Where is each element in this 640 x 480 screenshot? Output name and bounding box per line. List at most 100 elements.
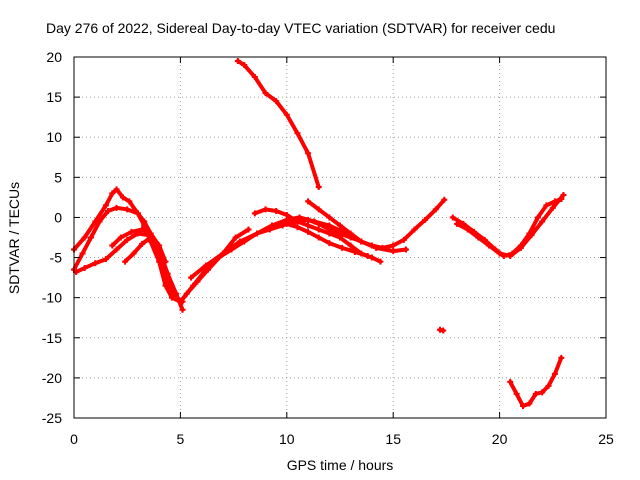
data-point [268, 222, 275, 229]
y-tick-label: -20 [42, 370, 62, 386]
data-point [294, 224, 301, 231]
data-point [262, 206, 269, 213]
data-point [560, 191, 567, 198]
data-point [156, 242, 163, 249]
y-tick-label: -10 [42, 290, 62, 306]
data-point [326, 214, 333, 221]
data-point [539, 218, 546, 225]
data-point [315, 183, 322, 190]
data-point [188, 274, 195, 281]
x-tick-label: 25 [598, 431, 614, 447]
data-point [400, 236, 407, 243]
data-point [326, 222, 333, 229]
chart-title: Day 276 of 2022, Sidereal Day-to-day VTE… [46, 20, 555, 36]
data-point [241, 62, 248, 69]
data-point [88, 234, 95, 241]
x-tick-label: 5 [177, 431, 185, 447]
data-point [254, 230, 261, 237]
x-axis-title: GPS time / hours [287, 457, 394, 473]
plot-frame [73, 56, 607, 419]
ticks-layer: 0 5 10 15 20 25 -25 -20 -15 -10 -5 0 5 10 15 20 [42, 49, 614, 447]
data-point [368, 254, 375, 261]
data-point [283, 111, 290, 118]
data-point [315, 206, 322, 213]
y-tick-label: 0 [54, 209, 62, 225]
data-point [513, 390, 520, 397]
data-point [326, 230, 333, 237]
data-point [139, 240, 146, 247]
data-point [122, 258, 129, 265]
y-axis-title: SDTVAR / TECUs [6, 182, 22, 294]
data-point [79, 250, 86, 257]
data-point [273, 98, 280, 105]
data-point [528, 232, 535, 239]
data-point [305, 228, 312, 235]
data-point [179, 306, 186, 313]
data-point [139, 226, 146, 233]
data-point [549, 204, 556, 211]
data-point [202, 262, 209, 269]
data-point [475, 234, 482, 241]
data-point [81, 264, 88, 271]
data-point [245, 226, 252, 233]
y-tick-label: -5 [50, 250, 63, 266]
data-point [234, 58, 241, 65]
data-point [130, 250, 137, 257]
y-tick-label: 10 [46, 129, 62, 145]
data-point [251, 74, 258, 81]
y-tick-label: 20 [46, 49, 62, 65]
data-point [305, 150, 312, 157]
y-tick-label: -25 [42, 410, 62, 426]
data-point [411, 226, 418, 233]
data-point [551, 370, 558, 377]
data-point [113, 204, 120, 211]
data-point [496, 250, 503, 257]
data-point [126, 198, 133, 205]
data-point [273, 208, 280, 215]
data-point [507, 378, 514, 385]
data-point [526, 400, 533, 407]
data-point [296, 214, 303, 221]
data-point [119, 194, 126, 201]
data-point [390, 248, 397, 255]
data-point [543, 202, 550, 209]
data-point [173, 290, 180, 297]
data-point [558, 354, 565, 361]
data-point [134, 210, 141, 217]
x-tick-label: 15 [385, 431, 401, 447]
data-point [236, 238, 243, 245]
data-point [124, 206, 131, 213]
data-point [117, 234, 124, 241]
data-point [315, 226, 322, 233]
data-point [113, 246, 120, 253]
x-tick-label: 10 [279, 431, 295, 447]
series-track-k [306, 199, 364, 244]
data-point [377, 258, 384, 265]
data-point [351, 248, 358, 255]
data-point [102, 256, 109, 263]
series-track-e [123, 235, 153, 264]
data-point [262, 90, 269, 97]
data-point [109, 242, 116, 249]
data-point [124, 236, 131, 243]
data-point [337, 222, 343, 229]
data-point [294, 130, 301, 137]
data-point [347, 230, 354, 237]
data-point [164, 270, 171, 277]
data-point [532, 390, 539, 397]
data-point [326, 240, 333, 247]
data-point [81, 234, 88, 241]
data-point [539, 389, 546, 396]
y-tick-label: -15 [42, 330, 62, 346]
data-point [517, 244, 524, 251]
data-point [449, 214, 456, 221]
x-tick-label: 0 [70, 431, 78, 447]
data-point [485, 242, 492, 249]
series-track-n [508, 355, 564, 408]
data-point [454, 220, 461, 227]
series-track-b [72, 205, 185, 304]
data-point [92, 260, 99, 267]
data-point [141, 218, 148, 225]
